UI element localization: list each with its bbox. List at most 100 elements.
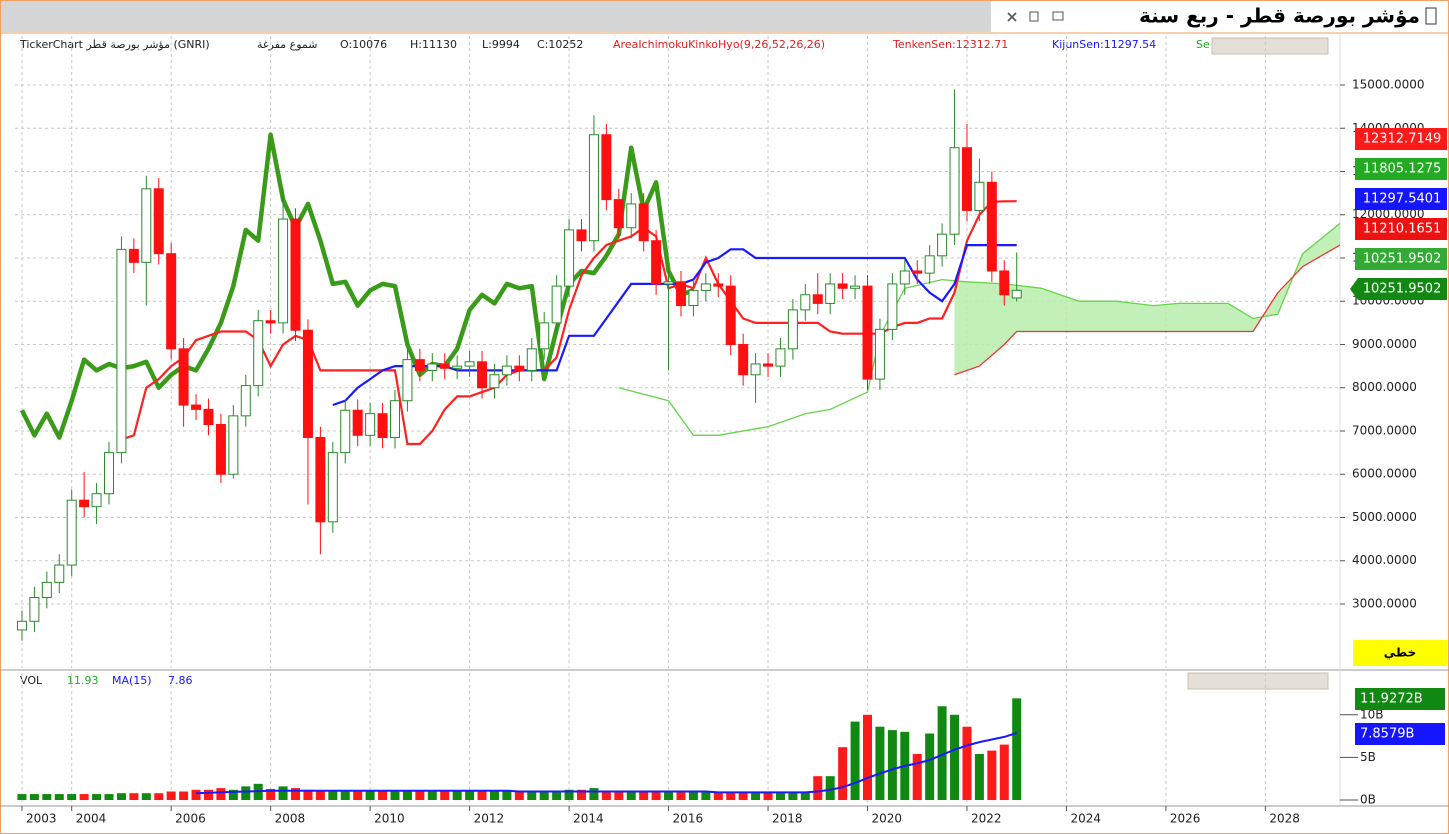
volume-bar xyxy=(266,788,276,801)
volume-bar xyxy=(465,791,475,801)
volume-bar xyxy=(1012,698,1022,801)
candle-body xyxy=(787,309,798,350)
dock-icon[interactable] xyxy=(1052,11,1064,21)
candle-body xyxy=(986,181,997,272)
candle-body xyxy=(178,348,189,406)
candle-body xyxy=(191,404,202,410)
volume-bar xyxy=(166,791,176,801)
volume-toolbar[interactable] xyxy=(1187,672,1329,690)
ma-name: MA(15) xyxy=(112,674,152,687)
volume-bar xyxy=(216,788,226,801)
candle-body xyxy=(564,229,575,287)
volume-bar xyxy=(713,792,723,801)
price-label-box xyxy=(1355,218,1447,240)
candle-body xyxy=(116,248,127,454)
volume-bar xyxy=(278,786,288,801)
volume-bar xyxy=(850,721,860,801)
cloud-fill xyxy=(954,223,1340,375)
close-icon[interactable] xyxy=(1007,12,1017,22)
candle-body xyxy=(675,281,686,307)
x-tick-label: 2022 xyxy=(971,812,1002,826)
line-button[interactable] xyxy=(1353,640,1447,666)
x-tick-label: 2014 xyxy=(573,812,604,826)
candle-body xyxy=(514,365,525,371)
volume-bar xyxy=(701,792,711,801)
volume-bar xyxy=(999,744,1009,801)
candle-body xyxy=(937,233,948,257)
candle-body xyxy=(738,343,749,376)
restore-icon[interactable] xyxy=(1029,11,1039,22)
volume-bar xyxy=(925,733,935,801)
volume-bar xyxy=(489,791,499,801)
volume-bar xyxy=(552,791,562,801)
chikou-line xyxy=(19,132,695,440)
volume-label: 7.8579B xyxy=(1360,727,1414,742)
candle-body xyxy=(91,493,102,508)
volume-bar xyxy=(800,792,810,801)
candle-body xyxy=(203,408,214,426)
window-controls[interactable] xyxy=(1007,11,1064,22)
y-tick-label: 15000.0000 xyxy=(1352,78,1425,92)
volume-bar xyxy=(154,793,164,801)
volume-bar xyxy=(601,791,611,801)
price-label-box xyxy=(1355,128,1447,150)
candle-body xyxy=(414,359,425,371)
volume-bar xyxy=(79,794,89,801)
volume-bar xyxy=(763,792,773,801)
candle-body xyxy=(253,320,264,387)
volume-bar xyxy=(577,789,587,801)
volume-bar xyxy=(440,791,450,801)
price-label-box xyxy=(1355,248,1447,270)
candle-body xyxy=(588,134,599,242)
candle-body xyxy=(352,409,363,436)
y-tick-label: 8000.0000 xyxy=(1352,380,1417,394)
candle-body xyxy=(874,328,885,380)
candle-body xyxy=(663,281,674,285)
candle-body xyxy=(452,365,463,369)
candle-body xyxy=(887,283,898,330)
volume-bar xyxy=(887,730,897,801)
candle-body xyxy=(613,199,624,229)
volume-bar xyxy=(67,794,77,801)
x-tick-label: 2018 xyxy=(772,812,803,826)
candle-body xyxy=(104,452,115,495)
volume-bar xyxy=(726,792,736,801)
y-tick-label: 10B xyxy=(1360,707,1384,721)
volume-bar xyxy=(950,714,960,801)
title-bar xyxy=(1,1,991,32)
x-tick-label: 2016 xyxy=(673,812,704,826)
volume-bar xyxy=(92,794,102,801)
candle-body xyxy=(66,499,77,566)
candle-body xyxy=(974,181,985,211)
candle-body xyxy=(961,147,972,211)
candle-body xyxy=(128,248,139,263)
volume-bar xyxy=(54,794,64,801)
candle-body xyxy=(365,413,376,436)
volume-bar xyxy=(228,789,238,801)
candle-body xyxy=(464,361,475,367)
volume-bar xyxy=(838,747,848,801)
pane-toolbar[interactable] xyxy=(1211,37,1329,55)
candle-body xyxy=(489,374,500,389)
x-tick-label: 2012 xyxy=(474,812,505,826)
line-button-label[interactable]: خطي xyxy=(1384,646,1416,660)
volume-bar xyxy=(738,792,748,801)
candle-body xyxy=(899,270,910,285)
y-tick-label: 3000.0000 xyxy=(1352,596,1417,610)
volume-bar xyxy=(875,726,885,801)
header-indicator: AreaIchimokuKinkoHyo(9,26,52,26,26) xyxy=(613,38,825,51)
volume-bar xyxy=(614,792,624,801)
volume-bar xyxy=(651,792,661,801)
candle-body xyxy=(439,363,450,369)
candle-body xyxy=(41,581,52,599)
y-tick-label: 5000.0000 xyxy=(1352,510,1417,524)
volume-bar xyxy=(241,786,251,801)
volume-bar xyxy=(179,791,189,801)
volume-bar xyxy=(862,714,872,801)
y-tick-label: 0B xyxy=(1360,793,1376,807)
candle-body xyxy=(626,203,637,229)
volume-name: VOL xyxy=(20,674,43,687)
candle-body xyxy=(638,203,649,242)
